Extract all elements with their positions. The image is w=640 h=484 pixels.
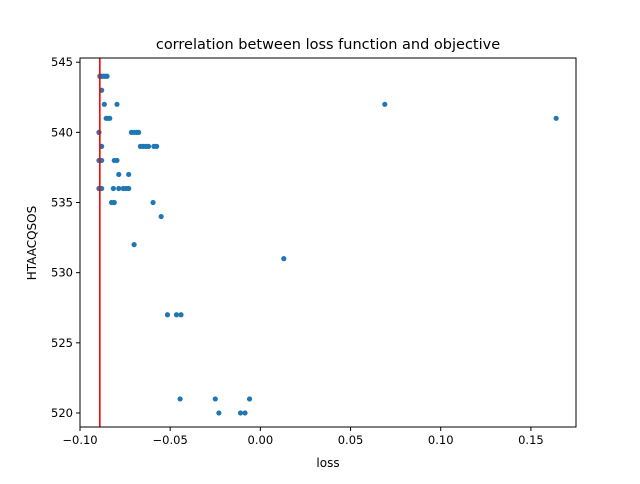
x-tick-label: 0.10 [428, 433, 454, 447]
scatter-point [116, 171, 122, 178]
scatter-point [237, 410, 244, 416]
scatter-point [158, 213, 164, 220]
scatter-point [150, 199, 156, 206]
scatter-point [145, 143, 152, 149]
y-tick-label: 540 [51, 125, 73, 139]
x-tick-label: −0.05 [153, 433, 188, 447]
y-axis-label: HTAACQSOS [25, 206, 39, 280]
x-tick-label: 0.00 [248, 433, 274, 447]
scatter-point [173, 312, 180, 318]
scatter-point [242, 410, 248, 416]
y-tick-label: 525 [51, 336, 73, 350]
y-tick-label: 530 [51, 266, 73, 280]
scatter-point [212, 396, 218, 402]
scatter-point [216, 410, 222, 416]
scatter-point [136, 129, 142, 135]
scatter-point [131, 242, 137, 248]
x-tick-label: 0.05 [338, 433, 364, 447]
y-axis: 520 525 530 535 540 545 [51, 55, 80, 420]
plot-frame [79, 57, 577, 428]
y-tick-label: 535 [51, 196, 73, 210]
scatter-point [107, 115, 113, 121]
scatter-point [164, 312, 171, 318]
scatter-point [104, 73, 110, 79]
scatter-point [114, 101, 120, 107]
scatter-point [178, 312, 184, 318]
x-tick-label: 0.15 [518, 433, 544, 447]
x-axis-label: loss [316, 456, 339, 470]
chart-title: correlation between loss function and ob… [156, 37, 500, 53]
points-layer [96, 73, 559, 416]
scatter-point [154, 143, 160, 149]
scatter-point [114, 157, 120, 164]
scatter-point [101, 101, 107, 107]
scatter-point [116, 185, 122, 192]
scatter-point [177, 396, 183, 402]
y-tick-label: 520 [51, 406, 73, 420]
y-tick-label: 545 [51, 55, 73, 69]
scatter-point [111, 199, 117, 206]
scatter-point [96, 129, 102, 135]
scatter-point [382, 101, 388, 107]
scatter-point [110, 185, 116, 192]
scatter-point [553, 115, 559, 121]
x-axis: −0.10 −0.05 0.00 0.05 0.10 0.15 [62, 427, 544, 447]
scatter-point [126, 171, 132, 178]
scatter-point [246, 396, 253, 402]
x-tick-label: −0.10 [62, 433, 97, 447]
scatter-point [281, 256, 287, 262]
scatter-point [126, 185, 132, 192]
